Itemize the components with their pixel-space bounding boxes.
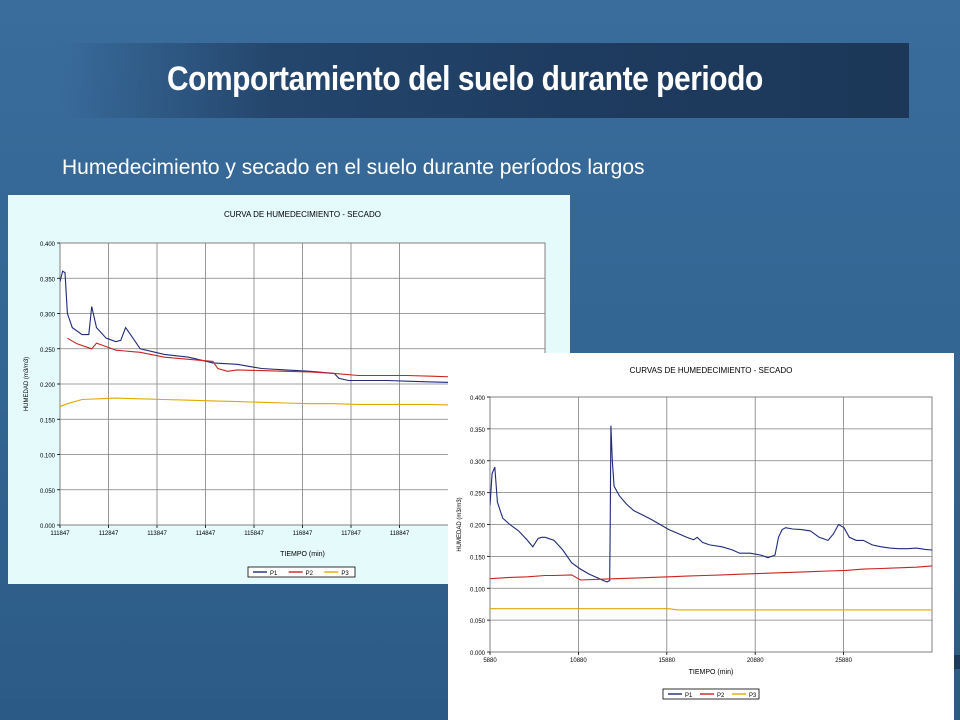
x-tick-label: 117847 [341, 531, 361, 537]
legend-label: P1 [270, 571, 278, 577]
y-tick-label: 0.300 [40, 313, 56, 319]
x-tick-label: 115847 [244, 531, 264, 537]
x-tick-label: 10880 [570, 658, 587, 664]
y-tick-label: 0.150 [40, 418, 56, 424]
y-tick-label: 0.200 [40, 383, 56, 389]
legend-label: P3 [341, 571, 349, 577]
y-axis-label: HUMEDAD (m3/m3) [24, 357, 30, 411]
y-tick-label: 0.400 [40, 242, 56, 248]
y-tick-label: 0.000 [470, 651, 486, 657]
x-axis-label: TIEMPO (min) [689, 669, 734, 676]
legend-label: P1 [685, 693, 693, 699]
x-tick-label: 15880 [658, 658, 675, 664]
x-tick-label: 20880 [747, 658, 764, 664]
x-tick-label: 113847 [147, 531, 167, 537]
y-tick-label: 0.400 [470, 396, 486, 402]
y-tick-label: 0.000 [40, 524, 56, 530]
y-tick-label: 0.350 [40, 277, 56, 283]
series-line-p2 [490, 565, 932, 581]
y-tick-label: 0.350 [470, 428, 486, 434]
y-tick-label: 0.250 [40, 348, 56, 354]
series-line-p3 [490, 608, 932, 611]
legend-label: P3 [749, 693, 757, 699]
y-tick-label: 0.250 [470, 492, 486, 498]
y-axis-label: HUMEDAD (m3/m3) [457, 497, 463, 551]
y-tick-label: 0.150 [470, 555, 486, 561]
y-tick-label: 0.300 [470, 460, 486, 466]
edge-marker [954, 655, 960, 669]
chart-panel-2: CURVAS DE HUMEDECIMIENTO - SECADO 0.000 0.… [448, 353, 954, 720]
x-axis-label: TIEMPO (min) [280, 551, 325, 558]
x-tick-label: 116847 [293, 531, 313, 537]
slide-subtitle: Humedecimiento y secado en el suelo dura… [62, 156, 645, 179]
slide-title: Comportamiento del suelo durante periodo [167, 60, 763, 98]
chart-title: CURVAS DE HUMEDECIMIENTO - SECADO [630, 366, 793, 375]
x-tick-label: 118847 [390, 531, 410, 537]
series-line-p2 [67, 337, 545, 378]
x-tick-label: 5880 [483, 658, 497, 664]
y-tick-label: 0.100 [40, 454, 56, 460]
x-tick-label: 25880 [835, 658, 852, 664]
chart-svg: CURVAS DE HUMEDECIMIENTO - SECADO 0.000 0.… [457, 366, 933, 700]
legend-label: P2 [717, 693, 725, 699]
x-tick-label: 112847 [99, 531, 119, 537]
chart-title: CURVA DE HUMEDECIMIENTO - SECADO [224, 210, 381, 219]
legend-label: P2 [306, 571, 314, 577]
x-tick-label: 111847 [50, 531, 70, 537]
y-tick-label: 0.050 [470, 619, 486, 625]
y-tick-label: 0.100 [470, 587, 486, 593]
y-tick-label: 0.200 [470, 524, 486, 530]
title-bar [60, 43, 909, 118]
series-line-p3 [60, 397, 545, 408]
y-tick-label: 0.050 [40, 489, 56, 495]
series-line-p1 [490, 425, 932, 583]
x-tick-label: 114847 [196, 531, 216, 537]
